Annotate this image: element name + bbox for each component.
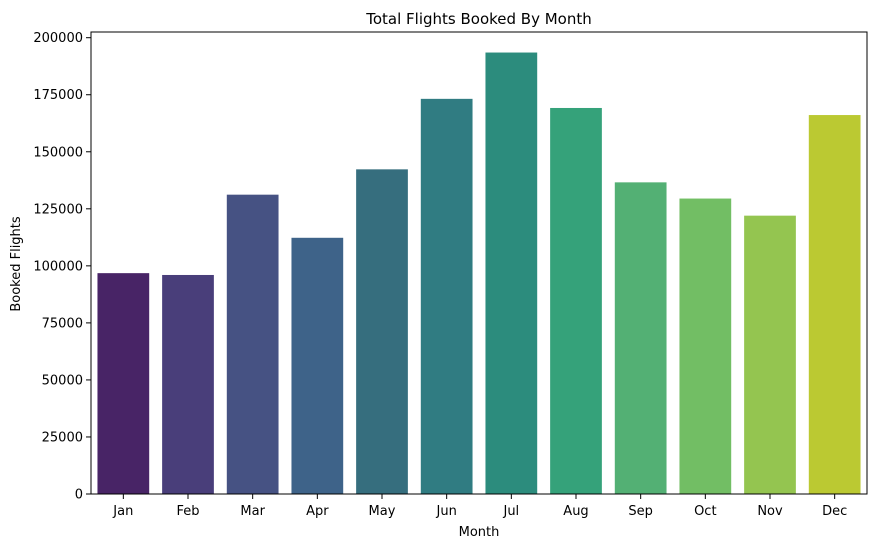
x-tick-label: Jan [112, 504, 133, 519]
y-axis-title: Booked Flights [9, 216, 24, 312]
x-axis-title: Month [459, 525, 500, 540]
x-tick-label: Dec [822, 504, 847, 519]
y-tick-label: 0 [75, 488, 83, 503]
y-tick-label: 25000 [42, 430, 83, 445]
y-tick-label: 200000 [33, 31, 83, 46]
bar-jul [485, 52, 538, 495]
y-tick-label: 100000 [33, 259, 83, 274]
chart-title: Total Flights Booked By Month [365, 10, 592, 28]
y-tick-label: 50000 [42, 373, 83, 388]
y-tick-label: 125000 [33, 202, 83, 217]
axes-group: 0 25000 50000 75000 100000 125000 150000 175000… [33, 31, 868, 519]
y-tick-label: 175000 [33, 88, 83, 103]
bar-jun [420, 98, 473, 494]
bar-oct [679, 198, 732, 494]
plot-frame [90, 31, 868, 495]
x-tick-label: Jul [502, 504, 519, 519]
bar-sep [614, 182, 667, 495]
bar-may [356, 169, 408, 494]
x-tick-label: Apr [306, 504, 329, 519]
x-tick-label: Feb [176, 504, 199, 519]
bar-nov [744, 215, 796, 495]
x-tick-label: Oct [694, 504, 716, 519]
y-tick-label: 150000 [33, 145, 83, 160]
bar-apr [291, 237, 344, 495]
x-tick-label: Jun [436, 504, 457, 519]
y-tick-label: 75000 [42, 316, 83, 331]
x-tick-label: Nov [757, 504, 783, 519]
bar-dec [808, 115, 861, 494]
bars-group [97, 52, 861, 495]
bar-jan [97, 273, 150, 494]
x-tick-label: Sep [628, 504, 653, 519]
x-tick-label: Mar [240, 504, 265, 519]
x-tick-label: Aug [563, 504, 588, 519]
x-tick-label: May [369, 504, 396, 519]
bar-mar [226, 194, 279, 495]
bar-aug [550, 107, 602, 495]
bar-feb [162, 274, 214, 494]
